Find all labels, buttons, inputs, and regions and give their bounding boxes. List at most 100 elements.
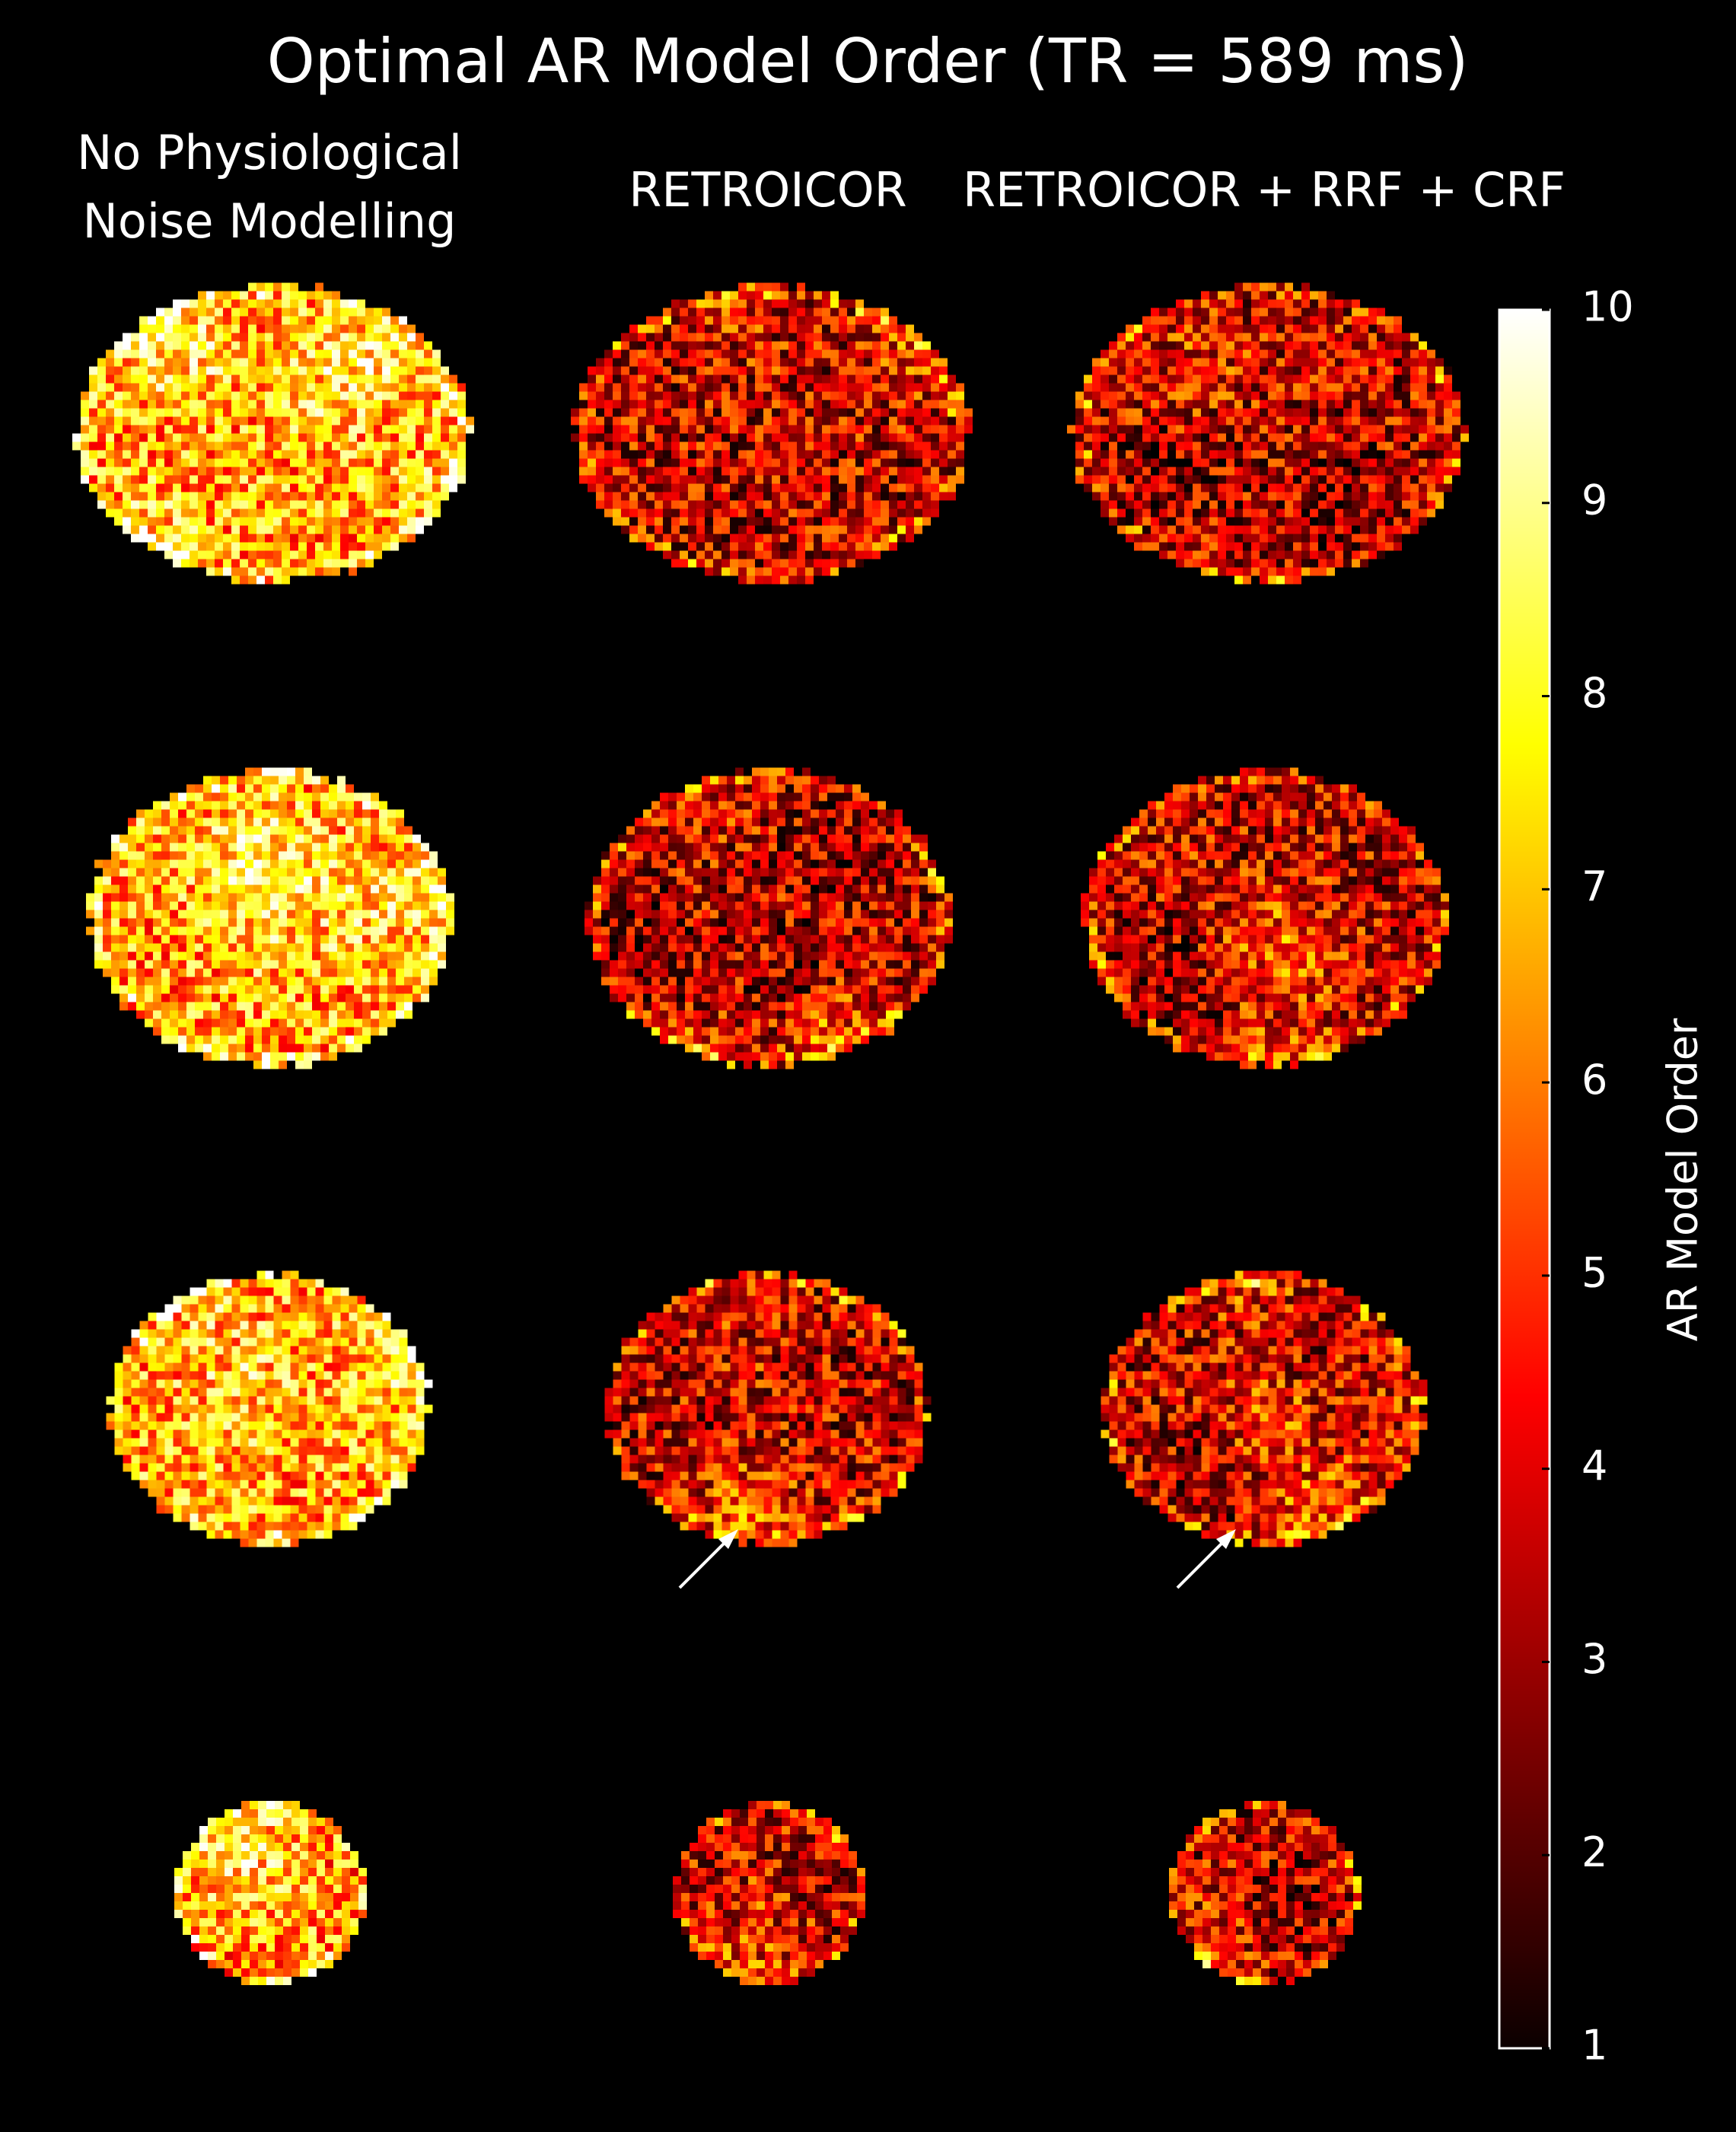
voxel	[438, 935, 446, 944]
voxel	[421, 901, 429, 910]
voxel	[237, 826, 245, 835]
voxel	[228, 993, 237, 1002]
voxel	[780, 416, 788, 425]
voxel	[407, 400, 416, 409]
voxel	[290, 458, 298, 467]
voxel	[596, 400, 604, 409]
voxel	[872, 517, 881, 526]
voxel	[948, 492, 956, 501]
voxel	[655, 324, 663, 333]
voxel	[613, 374, 621, 384]
voxel	[153, 868, 161, 877]
voxel	[613, 400, 621, 409]
voxel	[245, 943, 253, 952]
voxel	[604, 433, 613, 442]
voxel	[847, 391, 855, 400]
voxel	[114, 374, 123, 384]
voxel	[173, 492, 181, 501]
voxel	[416, 458, 424, 467]
voxel	[881, 508, 889, 518]
voxel	[1352, 450, 1360, 459]
voxel	[922, 425, 931, 434]
voxel	[788, 517, 797, 526]
voxel	[1234, 391, 1243, 400]
voxel	[111, 935, 119, 944]
voxel	[571, 433, 579, 442]
voxel	[1368, 450, 1377, 459]
voxel	[421, 993, 429, 1002]
voxel	[1218, 525, 1226, 534]
voxel	[315, 341, 323, 350]
voxel	[596, 467, 604, 476]
voxel	[170, 1002, 178, 1011]
voxel	[332, 391, 340, 400]
voxel	[1142, 534, 1151, 543]
voxel	[404, 993, 412, 1002]
voxel	[231, 308, 240, 317]
voxel	[1251, 433, 1260, 442]
voxel	[212, 993, 220, 1002]
voxel	[1293, 483, 1301, 492]
voxel	[215, 408, 223, 417]
voxel	[256, 441, 265, 451]
voxel	[780, 400, 788, 409]
voxel	[1167, 550, 1176, 559]
voxel	[688, 374, 696, 384]
voxel	[621, 450, 629, 459]
voxel	[830, 475, 839, 484]
voxel	[240, 525, 248, 534]
voxel	[231, 508, 240, 518]
voxel	[228, 809, 237, 818]
voxel	[772, 492, 780, 501]
voxel	[772, 366, 780, 375]
voxel	[114, 441, 123, 451]
voxel	[332, 550, 340, 559]
voxel	[390, 500, 399, 509]
voxel	[881, 450, 889, 459]
voxel	[663, 400, 671, 409]
voxel	[864, 441, 872, 451]
voxel	[206, 483, 215, 492]
voxel	[282, 458, 290, 467]
voxel	[1310, 550, 1318, 559]
voxel	[1394, 333, 1402, 342]
voxel	[1176, 324, 1184, 333]
voxel	[290, 383, 298, 392]
voxel	[780, 383, 788, 392]
voxel	[279, 843, 287, 852]
voxel	[1167, 467, 1176, 476]
voxel	[231, 358, 240, 367]
voxel	[173, 542, 181, 551]
voxel	[396, 859, 404, 868]
voxel	[212, 784, 220, 793]
voxel	[114, 483, 123, 492]
voxel	[705, 567, 713, 576]
voxel	[429, 910, 438, 919]
voxel	[145, 935, 153, 944]
voxel	[265, 567, 273, 576]
voxel	[906, 534, 914, 543]
voxel	[721, 492, 730, 501]
voxel	[223, 349, 231, 359]
voxel	[170, 843, 178, 852]
voxel	[111, 943, 119, 952]
voxel	[298, 475, 307, 484]
voxel	[1184, 508, 1193, 518]
voxel	[1427, 441, 1435, 451]
voxel	[797, 333, 805, 342]
voxel	[1209, 542, 1218, 551]
voxel	[240, 416, 248, 425]
voxel	[399, 391, 407, 400]
voxel	[128, 826, 136, 835]
voxel	[315, 299, 323, 308]
voxel	[323, 341, 332, 350]
voxel	[173, 366, 181, 375]
voxel	[1260, 492, 1268, 501]
voxel	[1117, 483, 1126, 492]
voxel	[696, 550, 705, 559]
voxel	[1151, 525, 1159, 534]
voxel	[399, 534, 407, 543]
voxel	[1377, 408, 1385, 417]
voxel	[320, 792, 329, 801]
voxel	[106, 458, 114, 467]
